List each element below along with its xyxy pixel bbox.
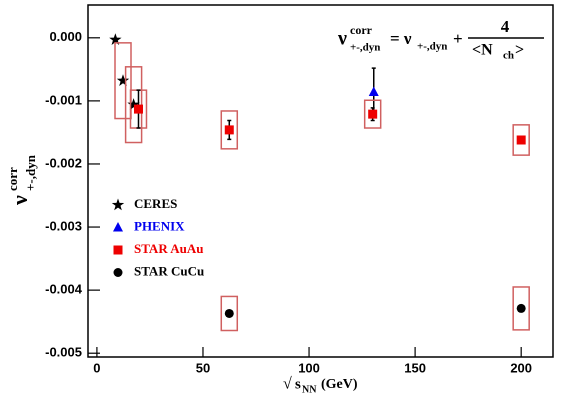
star-marker bbox=[109, 33, 122, 45]
x-label-text: s bbox=[295, 376, 301, 392]
y-tick-label: -0.003 bbox=[45, 218, 82, 233]
star-marker bbox=[111, 198, 125, 211]
formula-text: = ν bbox=[390, 29, 412, 48]
systematic-box bbox=[220, 295, 239, 332]
legend-label: STAR CuCu bbox=[134, 263, 204, 278]
plot-frame bbox=[87, 4, 554, 358]
legend-label: CERES bbox=[134, 196, 177, 211]
systematic-box bbox=[512, 124, 530, 156]
formula-text: <N bbox=[472, 42, 493, 59]
formula-text: +-,dyn bbox=[350, 42, 380, 54]
y-tick-label: -0.001 bbox=[45, 92, 82, 107]
x-label-text: NN bbox=[302, 384, 317, 395]
formula-text: > bbox=[515, 42, 524, 59]
formula-text: +-,dyn bbox=[417, 41, 447, 53]
star-marker bbox=[127, 98, 140, 110]
y-label-text: ν bbox=[7, 195, 32, 206]
x-tick-label: 200 bbox=[510, 360, 532, 375]
circle-marker bbox=[516, 303, 526, 313]
legend-label: STAR AuAu bbox=[134, 241, 203, 256]
y-tick-label: -0.005 bbox=[45, 345, 82, 360]
systematic-box bbox=[512, 286, 530, 331]
triangle-marker bbox=[113, 222, 123, 232]
y-tick-label: -0.002 bbox=[45, 155, 82, 170]
x-tick-label: 150 bbox=[404, 360, 426, 375]
formula: ν corr +-,dyn = ν +-,dyn + 4 <N ch > bbox=[337, 17, 544, 62]
square-marker bbox=[516, 135, 526, 145]
y-tick-label: -0.004 bbox=[45, 282, 83, 297]
circle-marker bbox=[224, 308, 234, 318]
y-tick-label: 0.000 bbox=[49, 29, 82, 44]
x-label-text: (GeV) bbox=[321, 377, 358, 392]
square-marker bbox=[133, 104, 143, 114]
formula-text: ch bbox=[503, 50, 514, 62]
systematic-box bbox=[363, 99, 382, 129]
formula-text: corr bbox=[350, 23, 373, 37]
y-label-text: corr bbox=[5, 167, 20, 191]
x-axis-label: √ s NN (GeV) bbox=[283, 376, 358, 396]
circle-marker bbox=[113, 268, 123, 277]
y-label-text: +-,dyn bbox=[23, 154, 38, 191]
x-tick-label: 0 bbox=[93, 360, 100, 375]
x-tick-label: 50 bbox=[196, 360, 210, 375]
triangle-marker bbox=[368, 86, 379, 97]
formula-text: 4 bbox=[501, 17, 510, 36]
square-marker bbox=[224, 125, 234, 135]
x-label-text: √ bbox=[283, 376, 292, 393]
systematic-box bbox=[114, 42, 132, 120]
square-marker bbox=[368, 109, 378, 119]
star-marker bbox=[116, 74, 130, 86]
square-marker bbox=[113, 245, 123, 255]
x-tick-label: 100 bbox=[298, 360, 320, 375]
legend-label: PHENIX bbox=[134, 218, 185, 233]
systematic-box bbox=[220, 110, 239, 150]
formula-text: + bbox=[453, 29, 463, 48]
formula-text: ν bbox=[337, 28, 347, 50]
y-axis-label: ν corr +-,dyn bbox=[5, 154, 38, 206]
